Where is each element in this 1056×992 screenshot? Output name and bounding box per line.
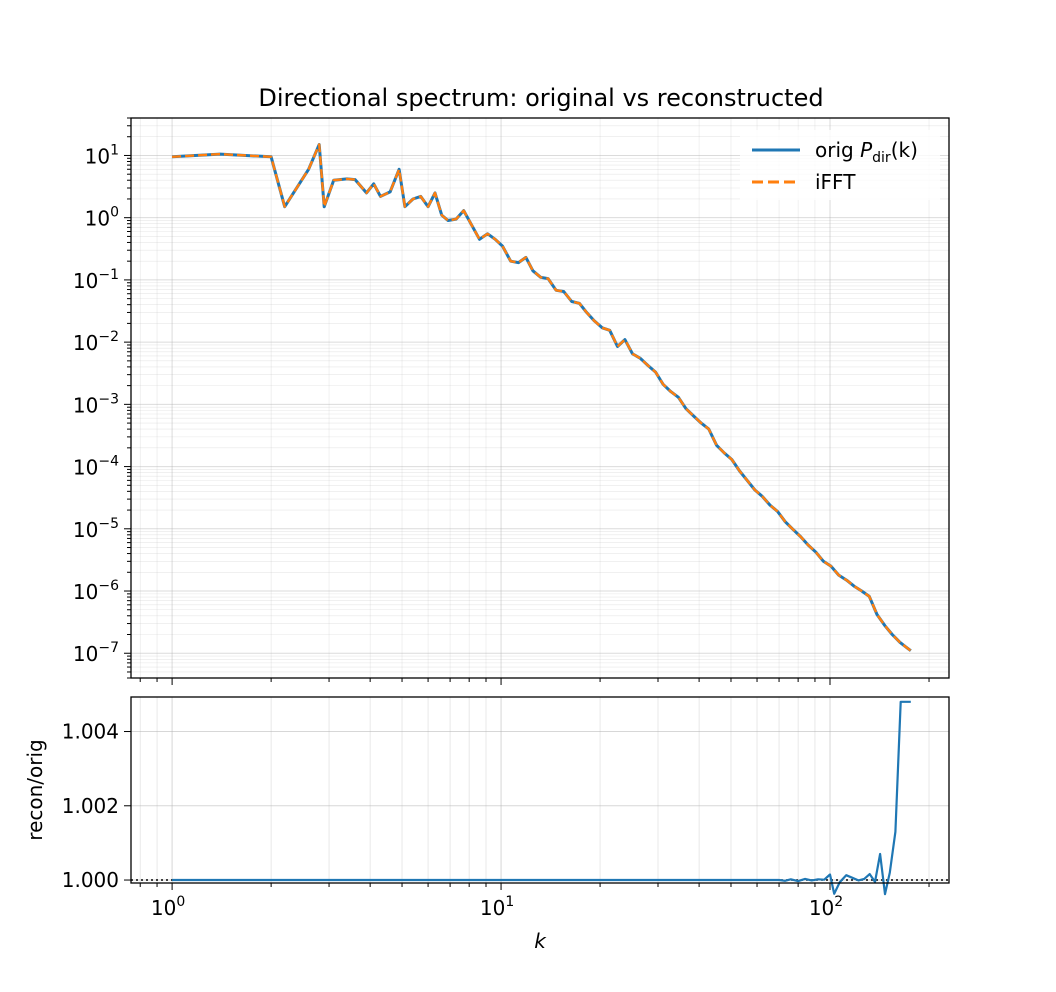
spectrum-y-tick-label: 10−2	[73, 329, 119, 355]
spectrum-y-tick-label: 10−3	[73, 391, 119, 417]
spectrum-y-tick-label: 10−5	[73, 516, 119, 542]
ratio-x-tick-label: 102	[809, 894, 843, 920]
spectrum-y-tick-label: 101	[85, 142, 119, 168]
legend-box	[740, 130, 940, 200]
legend-orig-subscript: dir	[872, 150, 891, 166]
ratio-x-tick-label: 101	[480, 894, 514, 920]
ratio-series	[172, 700, 911, 896]
ratio-panel: 1.000 1.002 1.004 100 101 102 k recon/orig	[23, 696, 950, 953]
spectrum-ticks: 101 100 10−1 10−2 10−3 10−4 10−5 10−6 10−7	[73, 117, 930, 685]
legend-orig-tail: (k)	[891, 138, 918, 162]
x-axis-label: k	[534, 929, 547, 953]
spectrum-y-tick-label: 100	[85, 205, 119, 231]
ratio-x-tick-label: 100	[151, 894, 185, 920]
spectrum-y-tick-label: 10−1	[73, 267, 119, 293]
ratio-ticks: 1.000 1.002 1.004 100 101 102	[62, 720, 930, 920]
spectrum-panel: Directional spectrum: original vs recons…	[73, 84, 950, 685]
ratio-grid	[131, 697, 949, 883]
spectrum-grid	[131, 117, 949, 679]
spectrum-y-tick-label: 10−7	[73, 640, 119, 666]
spectrum-y-tick-label: 10−4	[73, 454, 119, 480]
spectrum-plot-frame	[130, 117, 950, 679]
spectrum-y-tick-label: 10−6	[73, 578, 119, 604]
y-axis-label: recon/orig	[23, 739, 47, 840]
ratio-y-tick-label: 1.004	[62, 720, 119, 744]
series-ifft-line	[172, 143, 912, 652]
ratio-plot-frame	[130, 696, 950, 884]
ratio-y-tick-label: 1.000	[62, 868, 119, 892]
legend-label-ifft: iFFT	[815, 170, 856, 194]
spectrum-series	[172, 143, 912, 652]
legend-orig-main: orig	[815, 138, 860, 162]
legend-label-orig: orig Pdir(k)	[815, 138, 918, 166]
chart-title: Directional spectrum: original vs recons…	[258, 84, 823, 112]
ratio-y-tick-label: 1.002	[62, 794, 119, 818]
legend-orig-symbol: P	[860, 138, 873, 162]
legend: orig Pdir(k) iFFT	[740, 130, 940, 200]
series-ratio-line	[172, 700, 911, 896]
